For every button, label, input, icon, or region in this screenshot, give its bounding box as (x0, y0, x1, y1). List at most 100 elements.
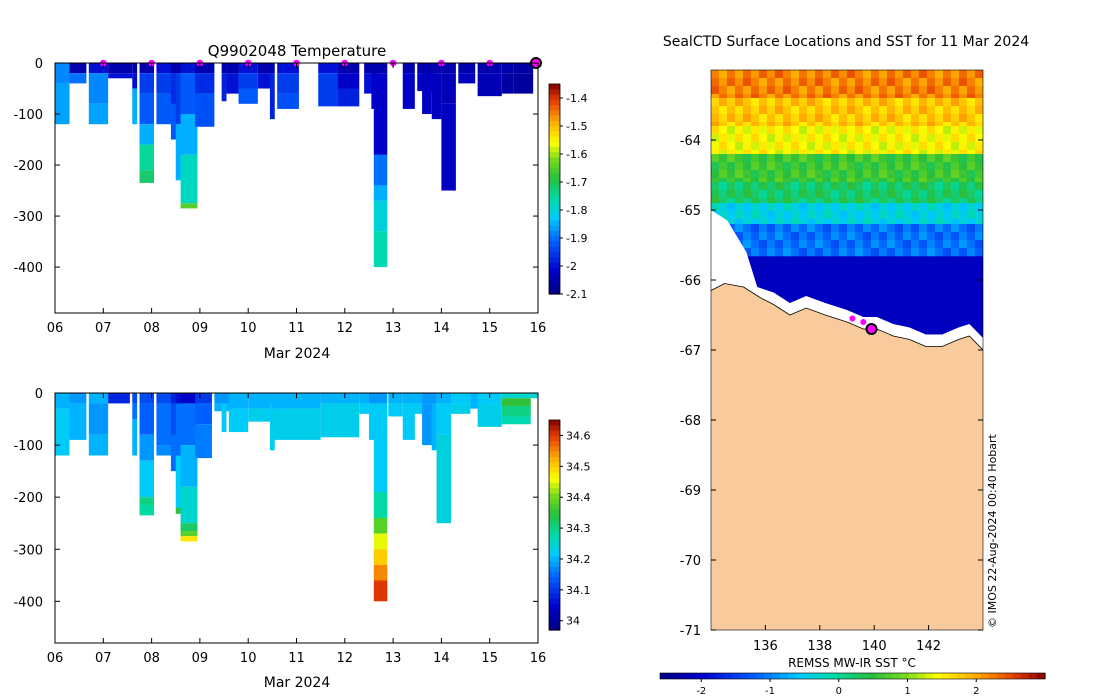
sst-pixel (727, 154, 736, 163)
sst-pixel (775, 162, 784, 171)
sst-pixel (767, 182, 776, 191)
sst-pixel (791, 240, 800, 249)
map-y-tick-label: -64 (680, 134, 701, 149)
sst-pixel (751, 98, 760, 107)
sst-pixel (863, 78, 872, 87)
salt-profile-14-bin-0 (248, 393, 273, 409)
sst-pixel (831, 170, 840, 179)
sst-pixel (871, 211, 880, 220)
sst-colorbar-swatch (868, 673, 878, 679)
sst-pixel (799, 98, 808, 107)
sst-colorbar-swatch (972, 673, 982, 679)
temp-colorbar-swatch (549, 257, 560, 264)
sst-pixel (943, 219, 952, 228)
sst-pixel (903, 182, 912, 191)
sst-pixel (951, 219, 960, 228)
sst-pixel (791, 182, 800, 191)
temp-profile-9-bin-4 (180, 203, 198, 209)
sst-pixel (807, 154, 816, 163)
salt-profile-0-bin-1 (55, 408, 70, 456)
salt-x-tick-label: 08 (143, 651, 160, 666)
sst-pixel (951, 154, 960, 163)
sst-pixel (959, 162, 968, 171)
temp-colorbar-swatch (549, 105, 560, 111)
salt-colorbar-swatch (549, 514, 560, 521)
sst-pixel (863, 190, 872, 199)
sst-pixel (935, 114, 944, 123)
sst-pixel (751, 190, 760, 199)
sst-colorbar-swatch (964, 673, 974, 679)
sst-pixel (839, 190, 848, 199)
temp-colorbar-tick-label: -1.8 (566, 204, 587, 217)
sst-pixel (759, 224, 768, 233)
sst-pixel (847, 211, 856, 220)
sst-pixel (967, 142, 976, 151)
sst-pixel (911, 198, 920, 207)
temp-colorbar-tick-label: -2.1 (566, 288, 587, 301)
sst-pixel (783, 70, 792, 79)
sst-pixel (879, 190, 888, 199)
temp-profile-17-bin-0 (318, 63, 338, 74)
sst-pixel (783, 198, 792, 207)
sst-pixel (975, 154, 983, 163)
sst-pixel (863, 232, 872, 241)
salt-colorbar-swatch (549, 488, 560, 495)
sst-pixel (911, 248, 920, 257)
sst-pixel (879, 232, 888, 241)
sst-pixel (919, 142, 928, 151)
temp-colorbar-swatch (549, 89, 560, 96)
sst-pixel (935, 182, 944, 191)
sst-pixel (775, 240, 784, 249)
sst-pixel (927, 126, 936, 135)
sst-pixel (903, 126, 912, 135)
temp-y-tick-label: -100 (13, 108, 43, 123)
salt-profile-9-bin-6 (180, 536, 198, 542)
temp-colorbar-swatch (549, 204, 560, 211)
temp-profile-28-bin-0 (477, 63, 502, 74)
salt-profile-26-bin-1 (431, 403, 437, 451)
sst-pixel (975, 224, 983, 233)
sst-pixel (975, 190, 983, 199)
sst-pixel (839, 142, 848, 151)
sst-pixel (791, 219, 800, 228)
salt-profile-5-bin-2 (139, 434, 155, 461)
sst-pixel (759, 248, 768, 257)
sst-pixel (975, 134, 983, 143)
map-y-tick-label: -68 (680, 414, 701, 429)
temp-profile-17-bin-1 (318, 73, 338, 107)
salt-profile-4-bin-2 (132, 419, 138, 456)
salinity-axes: 06 07 08 09 10 11 12 13 14 15 16 0 -100 -200 -300 -400 (13, 387, 546, 666)
sst-pixel (927, 78, 936, 87)
sst-pixel (935, 70, 944, 79)
sst-pixel (775, 106, 784, 115)
sst-pixel (791, 170, 800, 179)
sst-colorbar-swatch (948, 673, 958, 679)
sst-pixel (791, 126, 800, 135)
sst-pixel (711, 134, 720, 143)
temp-profile-19-bin-1 (364, 73, 374, 94)
sst-pixel (711, 106, 720, 115)
temp-profile-2-bin-0 (88, 63, 109, 74)
sst-pixel (895, 232, 904, 241)
sst-pixel (871, 219, 880, 228)
sst-pixel (935, 203, 944, 212)
sst-pixel (847, 154, 856, 163)
sst-pixel (735, 182, 744, 191)
sst-pixel (935, 219, 944, 228)
sst-pixel (847, 240, 856, 249)
salt-colorbar-swatch (549, 546, 560, 552)
sst-pixel (959, 198, 968, 207)
temperature-axes: 06 07 08 09 10 11 12 13 14 15 16 0 -100 -200 -300 -400 (13, 57, 546, 336)
temp-colorbar-tick-label: -1.5 (566, 120, 587, 133)
sst-pixel (847, 114, 856, 123)
sst-pixel (839, 106, 848, 115)
sst-pixel (823, 182, 832, 191)
temp-profile-10-bin-2 (195, 93, 215, 127)
sst-pixel (895, 170, 904, 179)
sst-pixel (951, 86, 960, 95)
sst-pixel (863, 114, 872, 123)
sst-pixel (943, 190, 952, 199)
sst-colorbar-swatch (692, 673, 701, 679)
sst-pixel (879, 134, 888, 143)
sst-pixel (791, 134, 800, 143)
